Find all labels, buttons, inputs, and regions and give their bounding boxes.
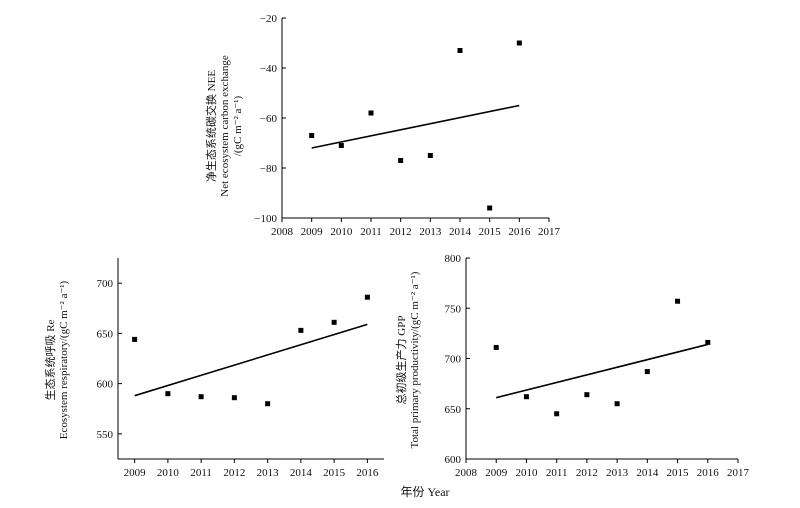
data-point	[331, 319, 337, 325]
x-tick-label: 2014	[290, 467, 313, 479]
y-axis-title-line: Net ecosystem carbon exchange	[219, 55, 231, 197]
x-tick-label: 2016	[697, 467, 720, 479]
y-axis-title-line: Total primary productivity/(gC m⁻² a⁻¹)	[409, 271, 421, 448]
x-tick-label: 2008	[455, 467, 478, 479]
x-tick-label: 2010	[515, 467, 538, 479]
x-axis-label: 年份 Year	[400, 485, 449, 499]
data-point	[487, 205, 493, 211]
data-point	[457, 48, 463, 53]
data-point	[298, 327, 304, 333]
data-point	[309, 133, 315, 138]
data-point	[398, 158, 404, 163]
x-tick-label: 2015	[323, 467, 346, 479]
y-axis-title-line: 生态系统呼吸 Re	[43, 319, 57, 400]
x-tick-label: 2013	[257, 467, 280, 479]
trend-line	[311, 104, 520, 149]
y-tick-label: 700	[97, 278, 114, 290]
data-point	[493, 344, 499, 350]
chart-panel-nee: −100 −80 −60 −40 −20 2008 2009 2010 2011 2012 2013…	[204, 13, 561, 238]
data-point	[132, 336, 138, 342]
x-tick-label: 2010	[330, 226, 353, 238]
data-point	[231, 395, 237, 401]
x-tick-label: 2014	[449, 226, 472, 238]
y-axis-title-line: Ecosystem respiratory/(gC m⁻² a⁻¹)	[58, 280, 70, 439]
data-point	[644, 369, 650, 375]
data-point	[523, 394, 529, 400]
trend-line	[134, 323, 368, 397]
x-tick-label: 2012	[390, 226, 412, 238]
x-tick-label: 2016	[508, 226, 531, 238]
y-axis-title-line: 净生态系统碳交换 NEE	[204, 70, 218, 182]
x-tick-label: 2017	[727, 467, 750, 479]
data-point	[265, 401, 271, 407]
y-tick-label: 650	[445, 404, 462, 416]
y-tick-label: 650	[97, 328, 114, 340]
data-point	[614, 401, 620, 407]
y-tick-label: 600	[97, 379, 114, 391]
y-tick-label: 550	[97, 429, 114, 441]
x-tick-label: 2014	[636, 467, 659, 479]
data-point	[675, 298, 681, 304]
data-point	[338, 143, 344, 148]
x-tick-label: 2011	[190, 467, 212, 479]
x-tick-label: 2012	[223, 467, 245, 479]
x-tick-label: 2009	[301, 226, 324, 238]
x-tick-label: 2016	[356, 467, 379, 479]
data-point	[198, 394, 204, 400]
y-tick-label: −100	[254, 213, 277, 225]
y-tick-label: −80	[260, 163, 278, 175]
data-point	[368, 110, 374, 116]
data-point	[584, 392, 590, 398]
y-tick-label: 600	[445, 454, 462, 466]
y-tick-label: −60	[260, 113, 278, 125]
x-tick-label: 2017	[538, 226, 561, 238]
x-tick-label: 2008	[271, 226, 294, 238]
x-tick-label: 2011	[360, 226, 382, 238]
y-tick-label: 700	[445, 354, 462, 366]
data-point	[165, 391, 171, 397]
chart-panel-re: 550 600 650 700 2009 2010 2011 2012 2013 2014 2015…	[43, 258, 384, 479]
x-tick-label: 2015	[667, 467, 690, 479]
y-tick-label: 750	[445, 303, 462, 315]
x-tick-label: 2010	[157, 467, 180, 479]
x-tick-label: 2012	[576, 467, 598, 479]
y-axis-title-line: /(gC m⁻² a⁻¹)	[232, 95, 244, 156]
x-tick-label: 2013	[419, 226, 442, 238]
y-tick-label: −20	[260, 13, 278, 25]
x-tick-label: 2011	[546, 467, 568, 479]
data-point	[364, 294, 370, 300]
x-tick-label: 2009	[485, 467, 508, 479]
y-tick-label: 800	[445, 253, 462, 265]
chart-panel-gpp: 600 650 700 750 800 2008 2009 2010 2011 2012 2013 2…	[394, 253, 750, 479]
y-tick-label: −40	[260, 63, 278, 75]
data-point	[554, 411, 560, 417]
trend-line	[496, 343, 708, 399]
x-tick-label: 2015	[479, 226, 502, 238]
data-point	[516, 40, 522, 46]
data-point	[427, 153, 433, 158]
data-point	[705, 339, 711, 345]
x-tick-label: 2013	[606, 467, 629, 479]
y-axis-title-line: 总初级生产力 GPP	[394, 316, 408, 405]
x-tick-label: 2009	[124, 467, 147, 479]
